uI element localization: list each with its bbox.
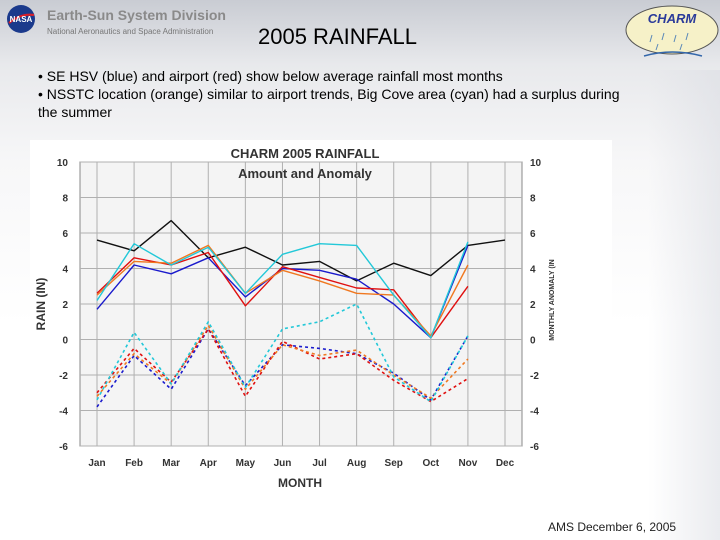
y-tick-label-right: 0 (530, 336, 536, 347)
x-tick-label: May (236, 458, 256, 469)
y-tick-label: -6 (59, 442, 68, 453)
x-tick-label: Jul (312, 458, 327, 469)
org-subtitle: National Aeronautics and Space Administr… (47, 27, 214, 36)
nasa-logo: NASA (7, 5, 35, 33)
x-tick-label: Jan (88, 458, 105, 469)
y-tick-label-right: -6 (530, 442, 539, 453)
org-title: Earth-Sun System Division (47, 7, 226, 23)
chart-subtitle: Amount and Anomaly (238, 166, 373, 181)
nasa-logo-text: NASA (10, 15, 33, 24)
y-tick-label: 6 (62, 229, 68, 240)
nasa-logo-swoosh (8, 13, 35, 24)
bullet-list: • SE HSV (blue) and airport (red) show b… (38, 67, 638, 121)
y-tick-label: 10 (57, 158, 69, 169)
series-line-black-solid (96, 219, 506, 282)
x-tick-label: Aug (347, 458, 366, 469)
charm-logo: CHARM (625, 5, 719, 57)
x-axis-label: MONTH (278, 476, 322, 490)
chart-series (96, 219, 506, 408)
x-tick-label: Sep (385, 458, 403, 469)
y-tick-label-right: 10 (530, 158, 542, 169)
x-tick-label: Jun (274, 458, 292, 469)
slide-title: 2005 RAINFALL (258, 24, 417, 49)
footer-text: AMS December 6, 2005 (548, 520, 677, 534)
series-line-red-dashed (96, 328, 469, 403)
x-tick-label: Feb (125, 458, 143, 469)
charm-logo-text: CHARM (648, 11, 698, 26)
rainfall-chart: 10 10 8 8 6 6 4 4 2 2 0 0 -2 -2 -4 -4 -6 -6 Jan Feb Mar Apr Ma… (30, 140, 612, 500)
x-tick-label: Apr (200, 458, 217, 469)
y-tick-label: 4 (62, 265, 68, 276)
charm-logo-cloud (625, 5, 719, 55)
y-tick-label: -2 (59, 371, 68, 382)
bullet-2: • NSSTC location (orange) similar to air… (38, 86, 620, 120)
chart-ticks: 10 10 8 8 6 6 4 4 2 2 0 0 -2 -2 -4 -4 -6 -6 Jan Feb Mar Apr Ma… (57, 158, 542, 469)
y-axis-label: RAIN (IN) (34, 278, 48, 331)
bullet-1: • SE HSV (blue) and airport (red) show b… (38, 68, 503, 84)
chart-title: CHARM 2005 RAINFALL (231, 146, 380, 161)
series-line-orange-dashed (96, 324, 469, 399)
nasa-logo-circle (7, 5, 35, 33)
y-tick-label: 0 (62, 336, 68, 347)
y-tick-label-right: 6 (530, 229, 536, 240)
series-line-blue-solid (96, 245, 469, 339)
y-tick-label-right: -2 (530, 371, 539, 382)
charm-logo-water (643, 51, 703, 57)
y-axis-right-label: MONTHLY ANOMALY (IN (549, 259, 556, 340)
y-tick-label-right: 4 (530, 265, 536, 276)
x-tick-label: Dec (496, 458, 515, 469)
y-tick-label: -4 (59, 407, 68, 418)
x-tick-label: Oct (422, 458, 439, 469)
charm-logo-raindrops (649, 32, 689, 51)
y-tick-label-right: -4 (530, 407, 539, 418)
x-tick-label: Nov (458, 458, 477, 469)
background-strip (648, 70, 720, 540)
y-tick-label: 2 (62, 300, 68, 311)
series-line-cyan-solid (96, 241, 469, 339)
x-tick-label: Mar (162, 458, 180, 469)
y-tick-label-right: 2 (530, 300, 536, 311)
y-tick-label: 8 (62, 194, 68, 205)
y-tick-label-right: 8 (530, 194, 536, 205)
